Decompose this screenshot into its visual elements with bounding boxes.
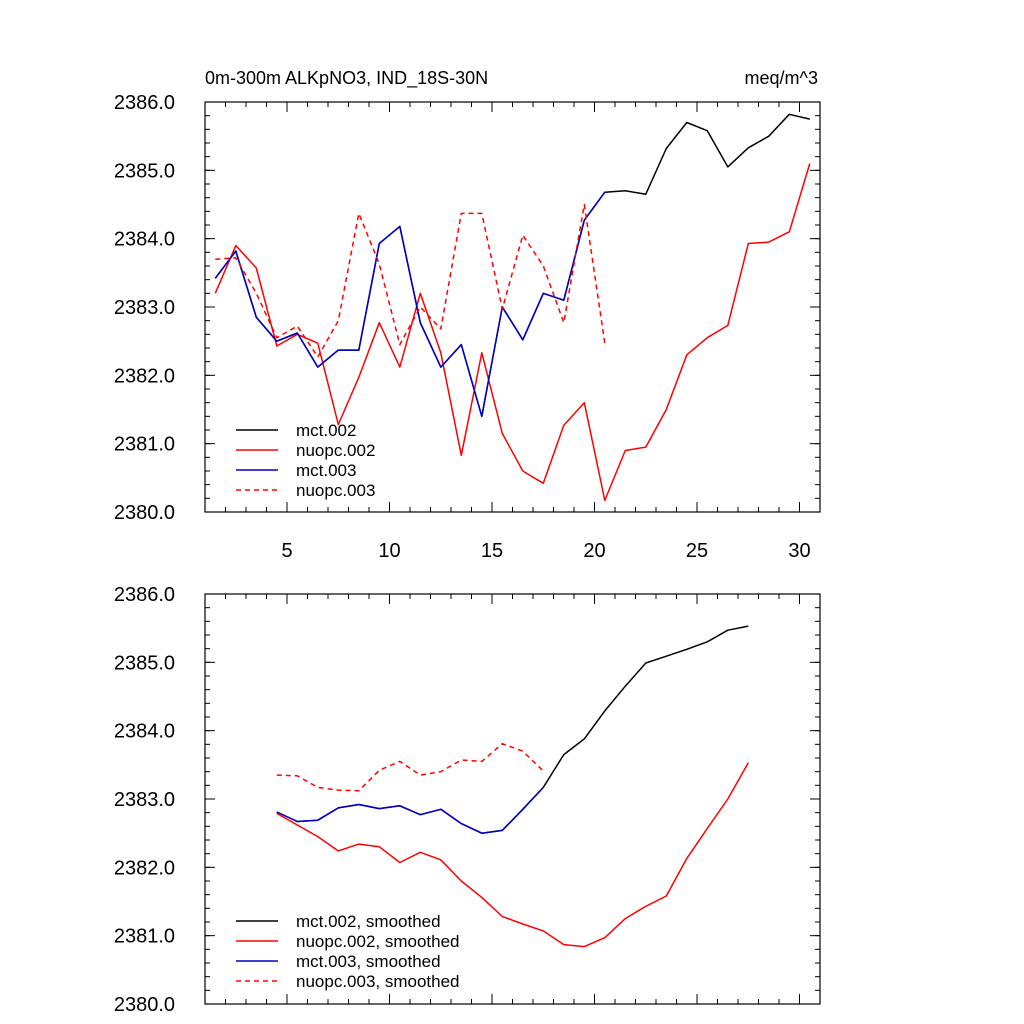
chart-units: meq/m^3 xyxy=(745,68,818,88)
y-tick-label: 2380.0 xyxy=(114,994,175,1016)
y-tick-label: 2383.0 xyxy=(114,297,175,319)
x-tick-label: 30 xyxy=(788,540,810,562)
x-tick-label: 10 xyxy=(378,540,400,562)
bottom-panel: 2380.0 2381.0 2382.0 2383.0 2384.0 2385.0 2386… xyxy=(114,584,821,1016)
legend-label: mct.002, smoothed xyxy=(296,912,441,931)
legend-label: mct.002 xyxy=(296,421,356,440)
legend-label: nuopc.003 xyxy=(296,481,375,500)
x-tick-label: 25 xyxy=(686,540,708,562)
y-tick-label: 2382.0 xyxy=(114,365,175,387)
series-line-nuopc-003-smoothed xyxy=(276,742,544,792)
y-tick-label: 2381.0 xyxy=(114,434,175,456)
series-line-mct-002-smoothed xyxy=(276,625,749,834)
y-tick-label: 2380.0 xyxy=(114,502,175,524)
legend-label: mct.003 xyxy=(296,461,356,480)
series-line-mct-003 xyxy=(214,191,606,418)
chart-title: 0m-300m ALKpNO3, IND_18S-30N xyxy=(205,68,488,89)
y-tick-label: 2383.0 xyxy=(114,789,175,811)
legend-label: mct.003, smoothed xyxy=(296,952,441,971)
series-line-nuopc-002 xyxy=(214,163,811,502)
series-line-nuopc-003 xyxy=(215,203,606,358)
y-tick-label: 2384.0 xyxy=(114,721,175,743)
y-tick-label: 2386.0 xyxy=(114,584,175,606)
legend-label: nuopc.002 xyxy=(296,441,375,460)
legend-label: nuopc.002, smoothed xyxy=(296,932,460,951)
y-tick-label: 2385.0 xyxy=(114,160,175,182)
x-tick-label: 20 xyxy=(583,540,605,562)
top-panel: 2380.0 2381.0 2382.0 2383.0 2384.0 2385.0 2386… xyxy=(114,68,821,562)
y-tick-label: 2386.0 xyxy=(114,92,175,114)
x-tick-label: 5 xyxy=(281,540,292,562)
series-line-mct-002 xyxy=(214,113,810,418)
y-tick-label: 2381.0 xyxy=(114,926,175,948)
x-tick-label: 15 xyxy=(481,540,503,562)
y-tick-label: 2384.0 xyxy=(114,229,175,251)
legend-label: nuopc.003, smoothed xyxy=(296,972,460,991)
y-tick-label: 2382.0 xyxy=(114,857,175,879)
series-line-nuopc-002-smoothed xyxy=(276,762,749,948)
y-tick-label: 2385.0 xyxy=(114,652,175,674)
series-line-mct-003-smoothed xyxy=(276,786,544,834)
